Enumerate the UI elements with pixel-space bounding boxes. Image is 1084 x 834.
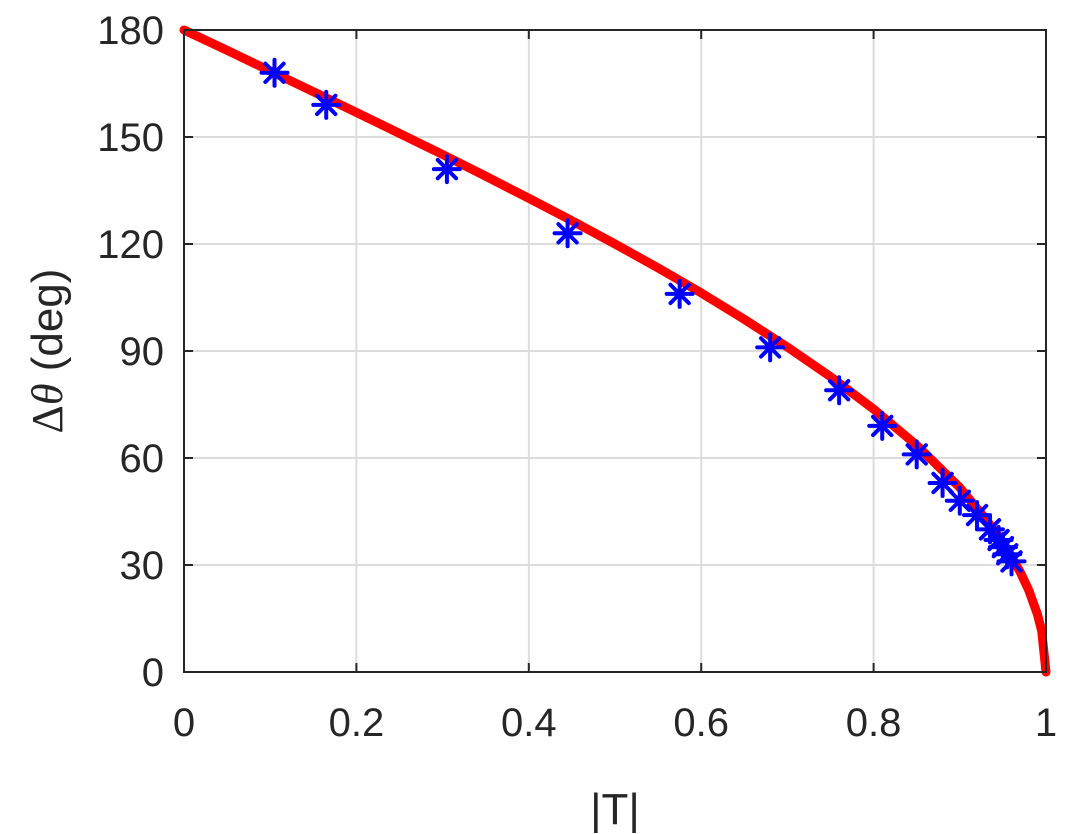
y-axis-label: Δθ (deg) — [23, 269, 72, 434]
data-point — [944, 485, 975, 516]
y-tick-label: 90 — [120, 330, 165, 374]
asterisk-stroke — [965, 503, 989, 527]
asterisk-stroke — [758, 336, 782, 359]
data-point — [867, 410, 898, 441]
asterisk-stroke — [1000, 550, 1023, 573]
grid — [183, 29, 1047, 673]
data-point — [664, 278, 695, 309]
asterisk-stroke — [263, 61, 286, 84]
asterisk-stroke — [435, 157, 459, 181]
data-point — [824, 375, 855, 406]
x-tick-label: 1 — [1035, 701, 1057, 745]
y-tick-label: 180 — [97, 9, 164, 53]
asterisk-stroke — [871, 414, 894, 438]
y-tick-label: 150 — [97, 116, 164, 160]
asterisk-stroke — [668, 282, 691, 306]
x-axis-label: |T| — [590, 785, 640, 834]
measured-points-series — [259, 57, 1027, 577]
x-tick-labels: 0 0.2 0.4 0.6 0.8 1 — [173, 701, 1057, 745]
asterisk-stroke — [931, 471, 954, 495]
y-tick-label: 0 — [142, 651, 164, 695]
data-point — [259, 57, 290, 88]
y-tick-labels: 0 30 60 90 120 150 180 — [97, 9, 164, 695]
ticks — [183, 29, 1047, 673]
x-tick-label: 0.4 — [501, 701, 557, 745]
x-tick-label: 0 — [173, 701, 195, 745]
asterisk-stroke — [827, 379, 851, 402]
data-point — [431, 154, 462, 185]
x-tick-label: 0.6 — [673, 701, 729, 745]
data-point — [311, 89, 342, 120]
y-axis-label-theta: θ — [23, 384, 72, 406]
y-tick-label: 30 — [120, 544, 165, 588]
x-tick-label: 0.2 — [329, 701, 385, 745]
y-axis-label-unit: (deg) — [23, 269, 72, 384]
asterisk-stroke — [556, 222, 579, 245]
asterisk-stroke — [948, 489, 971, 512]
y-axis-label-delta: Δ — [23, 405, 72, 433]
data-point — [927, 467, 958, 498]
data-point — [755, 332, 786, 363]
asterisk-stroke — [905, 443, 928, 466]
data-point — [996, 546, 1027, 577]
asterisk-stroke — [315, 93, 338, 117]
data-point — [552, 218, 583, 249]
x-tick-label: 0.8 — [846, 701, 902, 745]
y-tick-label: 60 — [120, 437, 165, 481]
data-point — [901, 439, 932, 470]
y-tick-label: 120 — [97, 223, 164, 267]
